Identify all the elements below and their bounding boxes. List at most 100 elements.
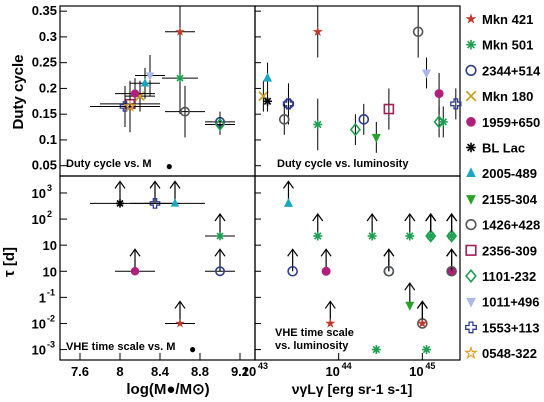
xtick-label: 10: [325, 364, 339, 379]
data-point-mkn-501: [438, 117, 448, 127]
data-point-mkn-501: [426, 231, 436, 241]
xtick-exponent: 45: [425, 361, 435, 371]
legend-marker: [465, 219, 477, 231]
panel-duty-vs-luminosity: [254, 5, 461, 177]
legend-marker: [463, 345, 479, 360]
legend-label: 1553+113: [482, 320, 539, 335]
legend-marker: [465, 268, 477, 284]
series-timescale-vs-luminosity: [282, 180, 458, 355]
data-point-mkn-421: [312, 26, 323, 36]
data-point-mkn-501: [422, 345, 432, 355]
data-point-1101-232: [446, 229, 458, 243]
ytick-label: 10: [43, 264, 57, 279]
data-point-2005-489: [263, 72, 273, 82]
xtick-label: 9.2: [231, 364, 249, 379]
legend-marker: [466, 117, 476, 127]
legend-label: 2356-309: [482, 243, 537, 258]
panel-annotation: VHE time scale: [275, 327, 354, 339]
data-point-1553+113: [450, 98, 462, 110]
xtick-exponent: 44: [342, 361, 352, 371]
data-point-1426+428: [278, 114, 290, 125]
ytick-label: 0.2: [39, 80, 57, 95]
legend-label: 0548-322: [482, 346, 537, 361]
ytick-exponent: -1: [47, 287, 55, 297]
data-point-mkn-421: [325, 318, 336, 328]
ytick-label: 1: [39, 290, 46, 305]
upper-limit-arrow: [149, 180, 161, 204]
xtick-label: 8.4: [151, 364, 170, 379]
legend-label: 2005-489: [482, 166, 537, 181]
legend-label: Mkn 421: [482, 12, 533, 27]
legend-marker: [465, 64, 477, 76]
legend-entry-0548-322: 0548-322: [463, 345, 537, 361]
legend-marker: [465, 244, 477, 256]
legend: Mkn 421 Mkn 501 2344+514 Mkn 180 1959+650 BL …: [463, 12, 541, 361]
data-point-1959+650: [321, 266, 331, 276]
ytick-label: 0.35: [32, 3, 57, 18]
data-point-mkn-421: [175, 318, 185, 328]
panel-annotation-line2: vs. luminosity: [275, 340, 349, 352]
legend-marker: [466, 39, 476, 50]
ytick-exponent: 2: [47, 209, 52, 219]
legend-entry-1553+113: 1553+113: [465, 320, 539, 335]
legend-label: Mkn 180: [482, 89, 533, 104]
data-point-2344+514: [215, 266, 226, 277]
ytick-label: 0.1: [39, 132, 57, 147]
data-point-1011+496: [422, 69, 432, 79]
legend-marker: [466, 142, 476, 153]
data-point-1101-232: [349, 122, 361, 137]
data-point-1553+113: [149, 198, 161, 209]
ytick-label: 10: [32, 212, 46, 227]
error-bar: [205, 114, 235, 135]
legend-label: 1011+496: [482, 295, 539, 310]
annotation-symbol: ●: [166, 159, 173, 173]
legend-entry-2356-309: 2356-309: [465, 243, 537, 258]
ytick-label: 0.25: [32, 55, 57, 70]
data-point-2344+514: [287, 265, 298, 277]
legend-entry-mkn-180: Mkn 180: [465, 89, 533, 104]
upper-limit-arrow: [404, 282, 416, 306]
ytick-exponent: -3: [47, 340, 55, 350]
error-bar: [165, 85, 205, 138]
data-point-2344+514: [358, 114, 370, 125]
xtick-exponent: 43: [258, 361, 268, 371]
legend-label: 1959+650: [482, 115, 540, 130]
legend-label: BL Lac: [482, 141, 525, 156]
data-point-1426+428: [446, 265, 457, 277]
series-duty-vs-luminosity: [258, 6, 462, 153]
legend-entry-1101-232: 1101-232: [465, 268, 536, 284]
series-duty-vs-mass: [90, 6, 235, 138]
legend-marker: [466, 297, 476, 308]
legend-marker: [466, 195, 476, 205]
data-point-2005-489: [140, 78, 150, 87]
data-point-1959+650: [130, 89, 140, 98]
legend-marker: [465, 321, 477, 334]
upper-limit-arrow: [383, 248, 395, 272]
ytick-exponent: -2: [47, 313, 55, 323]
ytick-label: 10: [43, 238, 57, 253]
ytick-label: 0.05: [32, 158, 57, 173]
data-point-2005-489: [283, 197, 293, 207]
data-point-2005-489: [170, 198, 180, 207]
data-point-1959+650: [130, 267, 140, 276]
error-bar: [110, 80, 150, 133]
legend-entry-mkn-421: Mkn 421: [465, 12, 533, 27]
y-axis-label: Duty cycle: [10, 54, 27, 129]
data-point-mkn-501: [447, 231, 457, 241]
ytick-label: 0.15: [32, 106, 57, 121]
data-point-1553+113: [282, 98, 295, 110]
legend-marker: [465, 13, 477, 24]
xtick-label: 10: [409, 364, 423, 379]
data-point-1426+428: [383, 265, 395, 277]
xtick-label: 8: [116, 364, 123, 379]
data-point-1426+428: [412, 26, 424, 38]
legend-label: Mkn 501: [482, 38, 533, 53]
data-point-mkn-501: [371, 345, 381, 355]
ytick-label: 10: [32, 186, 46, 201]
data-point-1101-232: [214, 118, 226, 131]
legend-entry-1959+650: 1959+650: [466, 115, 540, 130]
panel-duty-vs-mass: [59, 5, 256, 177]
data-point-mkn-501: [215, 231, 225, 241]
xtick-label: 7.6: [71, 364, 89, 379]
